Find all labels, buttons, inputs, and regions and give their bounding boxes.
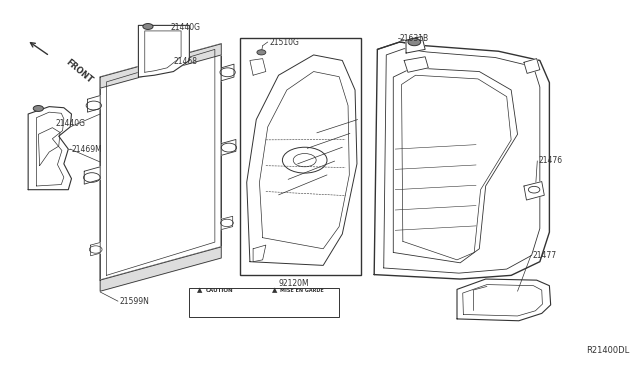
Polygon shape <box>457 279 550 321</box>
Polygon shape <box>28 107 72 190</box>
Text: CAUTION: CAUTION <box>205 288 233 293</box>
Polygon shape <box>84 167 100 184</box>
Text: 21440G: 21440G <box>56 119 86 128</box>
Text: ▲: ▲ <box>272 287 277 293</box>
Polygon shape <box>100 44 221 280</box>
Polygon shape <box>406 36 425 53</box>
Polygon shape <box>138 25 189 77</box>
Circle shape <box>529 186 540 193</box>
Text: 92120M: 92120M <box>278 279 309 288</box>
Text: 21476: 21476 <box>539 156 563 166</box>
Polygon shape <box>91 243 100 256</box>
Circle shape <box>257 50 266 55</box>
Polygon shape <box>524 59 540 73</box>
Polygon shape <box>221 140 236 155</box>
Polygon shape <box>374 42 549 279</box>
Text: 21510G: 21510G <box>269 38 299 46</box>
Text: 21469M: 21469M <box>72 145 102 154</box>
Polygon shape <box>404 57 428 72</box>
Text: 21599N: 21599N <box>119 297 149 306</box>
Text: MISE EN GARDE: MISE EN GARDE <box>280 288 324 293</box>
Polygon shape <box>524 182 544 200</box>
Polygon shape <box>221 64 234 81</box>
Text: 21631B: 21631B <box>399 34 429 43</box>
Bar <box>241 38 362 275</box>
Text: 21440G: 21440G <box>170 23 200 32</box>
Polygon shape <box>100 44 221 88</box>
Circle shape <box>143 23 153 29</box>
Circle shape <box>33 106 44 112</box>
Polygon shape <box>88 96 100 112</box>
Circle shape <box>408 38 420 46</box>
Polygon shape <box>221 216 233 230</box>
Polygon shape <box>246 55 357 265</box>
Text: 21477: 21477 <box>532 251 556 260</box>
Bar <box>189 288 339 317</box>
Polygon shape <box>100 247 221 291</box>
Text: R21400DL: R21400DL <box>586 346 629 355</box>
Text: 21468: 21468 <box>173 57 197 66</box>
Text: ▲: ▲ <box>197 287 202 293</box>
Text: FRONT: FRONT <box>64 58 94 85</box>
